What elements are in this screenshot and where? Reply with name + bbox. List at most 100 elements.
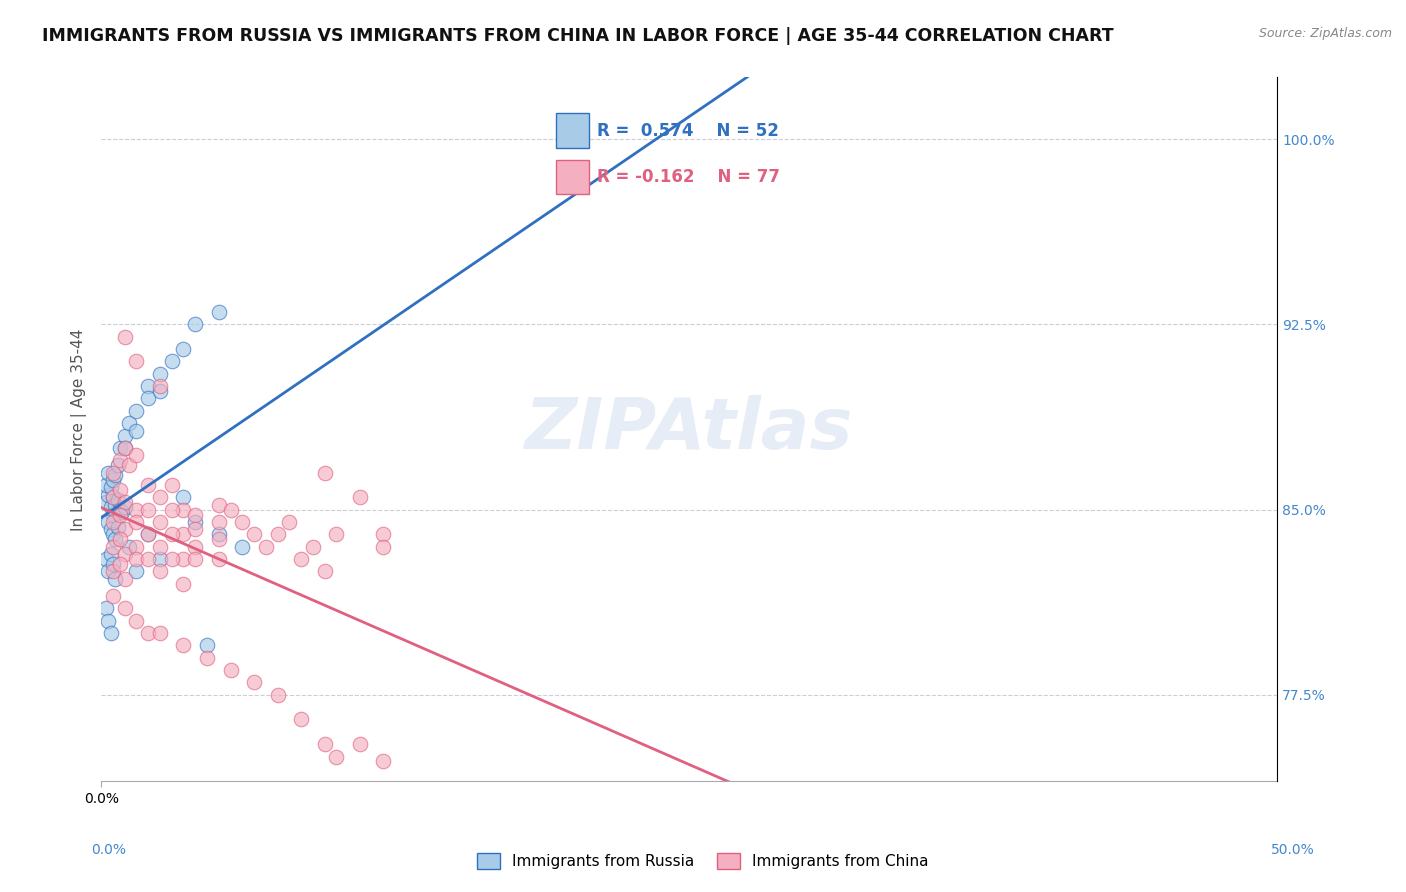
Point <box>243 675 266 690</box>
Point <box>373 540 395 554</box>
Point <box>278 515 301 529</box>
Point <box>136 626 159 640</box>
Point <box>149 564 172 578</box>
Point <box>136 527 159 541</box>
Point <box>184 522 207 536</box>
Point <box>108 533 131 547</box>
Point <box>172 342 194 356</box>
Point <box>325 749 347 764</box>
Point <box>125 354 148 368</box>
Point <box>125 614 148 628</box>
Point <box>108 441 131 455</box>
Point <box>108 557 131 571</box>
Point <box>149 515 172 529</box>
Point <box>108 502 131 516</box>
Point <box>172 639 194 653</box>
Y-axis label: In Labor Force | Age 35-44: In Labor Force | Age 35-44 <box>72 328 87 531</box>
Point <box>104 533 127 547</box>
Point <box>125 404 148 418</box>
Point <box>97 564 120 578</box>
Point <box>172 502 194 516</box>
Point <box>349 737 371 751</box>
Point <box>349 490 371 504</box>
Point <box>104 498 127 512</box>
Point <box>94 478 117 492</box>
Point <box>104 572 127 586</box>
Point <box>149 379 172 393</box>
Point <box>101 508 124 522</box>
Point <box>160 502 183 516</box>
Point <box>149 540 172 554</box>
Point <box>101 564 124 578</box>
Point <box>104 468 127 483</box>
Point <box>114 329 136 343</box>
Point <box>136 527 159 541</box>
Point <box>172 576 194 591</box>
Point <box>97 466 120 480</box>
Point <box>314 564 336 578</box>
Point <box>149 490 172 504</box>
Point <box>118 416 141 430</box>
Point <box>114 522 136 536</box>
Point <box>136 552 159 566</box>
Point <box>208 533 231 547</box>
Point <box>125 515 148 529</box>
Point <box>301 540 323 554</box>
Point <box>243 527 266 541</box>
Point <box>195 639 218 653</box>
Point <box>149 384 172 398</box>
Point <box>208 498 231 512</box>
Point <box>172 527 194 541</box>
Point <box>108 483 131 497</box>
Point <box>325 527 347 541</box>
Point <box>184 540 207 554</box>
Point <box>172 490 194 504</box>
Point <box>94 495 117 509</box>
Point <box>114 441 136 455</box>
Point <box>231 540 253 554</box>
Point <box>100 522 122 536</box>
Point <box>184 508 207 522</box>
Point <box>118 540 141 554</box>
Point <box>97 515 120 529</box>
Point <box>101 490 124 504</box>
Point <box>160 527 183 541</box>
Point <box>97 488 120 502</box>
Text: 50.0%: 50.0% <box>1271 843 1315 857</box>
Point <box>125 448 148 462</box>
Point <box>254 540 277 554</box>
Point <box>266 688 288 702</box>
Point <box>172 552 194 566</box>
Point <box>290 713 312 727</box>
Point <box>100 626 122 640</box>
Point <box>184 552 207 566</box>
Point <box>184 318 207 332</box>
Legend: Immigrants from Russia, Immigrants from China: Immigrants from Russia, Immigrants from … <box>471 847 935 875</box>
Point <box>160 552 183 566</box>
Point <box>231 515 253 529</box>
Point <box>314 466 336 480</box>
Text: IMMIGRANTS FROM RUSSIA VS IMMIGRANTS FROM CHINA IN LABOR FORCE | AGE 35-44 CORRE: IMMIGRANTS FROM RUSSIA VS IMMIGRANTS FRO… <box>42 27 1114 45</box>
Text: 0.0%: 0.0% <box>91 843 127 857</box>
Point <box>160 478 183 492</box>
Point <box>114 495 136 509</box>
Point <box>107 492 129 507</box>
Point <box>184 515 207 529</box>
Point <box>114 601 136 615</box>
Point <box>373 527 395 541</box>
Point <box>125 564 148 578</box>
Point <box>149 626 172 640</box>
Point <box>107 520 129 534</box>
Point <box>101 490 124 504</box>
Point <box>136 392 159 406</box>
Point <box>108 508 131 522</box>
Point <box>94 601 117 615</box>
Point <box>125 552 148 566</box>
Point <box>100 547 122 561</box>
Point <box>290 552 312 566</box>
Point <box>101 589 124 603</box>
Point <box>136 478 159 492</box>
Point <box>111 505 134 519</box>
Point <box>101 527 124 541</box>
Point <box>108 453 131 467</box>
